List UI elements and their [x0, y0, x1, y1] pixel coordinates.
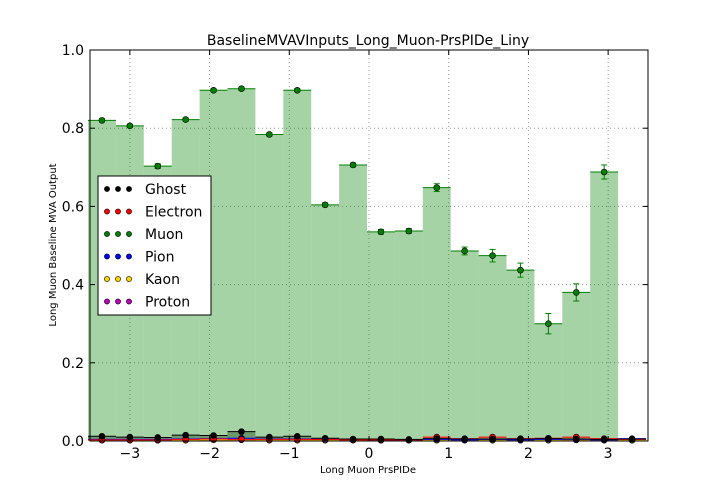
legend-label: Kaon	[145, 272, 180, 288]
x-tick-label: 0	[365, 446, 374, 462]
data-point	[545, 320, 552, 328]
data-point	[182, 431, 189, 439]
bar	[367, 231, 395, 441]
legend-label: Electron	[145, 205, 202, 221]
x-tick-label: 2	[524, 446, 533, 462]
data-point	[321, 201, 329, 209]
bar	[422, 187, 451, 441]
data-point	[600, 168, 608, 176]
data-point	[238, 85, 245, 93]
legend-label: Proton	[145, 295, 190, 311]
legend-marker	[126, 298, 132, 305]
legend-marker	[115, 186, 121, 192]
data-point	[405, 227, 413, 235]
data-point	[210, 432, 217, 439]
y-tick-label: 0.8	[62, 121, 84, 137]
axis-ticks: −3 −2 −1 0 1 2 3 0.0 0.2 0.4 0.6 0.8 1.0	[62, 43, 648, 462]
data-point	[154, 434, 162, 441]
y-tick-label: 0.4	[62, 278, 84, 294]
legend-marker	[115, 298, 121, 305]
data-point	[154, 162, 162, 170]
data-point	[572, 289, 580, 296]
legend: Ghost Electron Muon Pion Kaon Proton	[97, 175, 212, 316]
data-point	[489, 252, 496, 259]
data-point	[433, 435, 441, 442]
bar	[450, 250, 479, 441]
legend-marker	[126, 276, 132, 282]
bar	[590, 171, 619, 441]
x-tick-label: −2	[199, 446, 220, 462]
data-point	[126, 122, 134, 130]
data-point	[321, 434, 329, 442]
data-point	[238, 428, 245, 435]
data-point	[545, 435, 552, 442]
legend-marker	[126, 253, 132, 260]
bar	[339, 164, 368, 442]
y-tick-label: 0.0	[62, 434, 84, 450]
x-axis-label: Long Muon PrsPIDe	[320, 465, 416, 476]
legend-marker	[104, 186, 110, 192]
data-point	[405, 436, 413, 443]
y-axis-label: Long Muon Baseline MVA Output	[48, 163, 59, 326]
legend-marker	[126, 186, 132, 192]
legend-marker	[126, 208, 132, 215]
bar	[311, 204, 340, 441]
bar	[506, 270, 535, 441]
bar	[227, 88, 256, 442]
legend-marker	[115, 208, 121, 215]
data-point	[377, 228, 385, 236]
legend-marker	[104, 276, 110, 282]
bar	[255, 134, 284, 441]
y-tick-label: 0.2	[62, 356, 84, 372]
data-point	[266, 131, 273, 138]
legend-marker	[115, 253, 121, 260]
x-tick-label: −3	[120, 446, 141, 462]
bar	[283, 90, 312, 441]
data-point	[98, 433, 106, 440]
data-point	[600, 436, 608, 443]
legend-marker	[104, 253, 110, 260]
legend-marker	[104, 298, 110, 305]
legend-label: Pion	[145, 250, 174, 266]
legend-marker	[104, 231, 110, 237]
data-point	[461, 247, 468, 255]
legend-label: Ghost	[145, 182, 187, 198]
bar	[562, 292, 591, 441]
data-point	[293, 433, 301, 440]
data-point	[98, 117, 106, 124]
bar	[478, 255, 507, 441]
legend-label: Muon	[145, 227, 183, 243]
legend-marker	[104, 208, 110, 215]
bar	[394, 231, 423, 441]
data-point	[349, 161, 357, 169]
legend-marker	[126, 231, 132, 237]
data-point	[433, 184, 441, 191]
data-point	[517, 266, 524, 274]
legend-marker	[115, 231, 121, 237]
x-tick-label: −1	[279, 446, 300, 462]
x-tick-label: 1	[444, 446, 453, 462]
chart-title: BaselineMVAVInputs_Long_Muon-PrsPIDe_Lin…	[207, 33, 529, 49]
data-point	[238, 436, 245, 443]
data-point	[182, 116, 189, 123]
legend-box	[97, 175, 212, 316]
data-point	[210, 86, 217, 94]
x-tick-label: 3	[604, 446, 613, 462]
y-tick-label: 1.0	[62, 43, 84, 59]
y-tick-label: 0.6	[62, 199, 84, 215]
data-point	[266, 433, 273, 441]
data-point	[293, 86, 301, 94]
legend-marker	[115, 276, 121, 282]
bar	[534, 323, 563, 441]
